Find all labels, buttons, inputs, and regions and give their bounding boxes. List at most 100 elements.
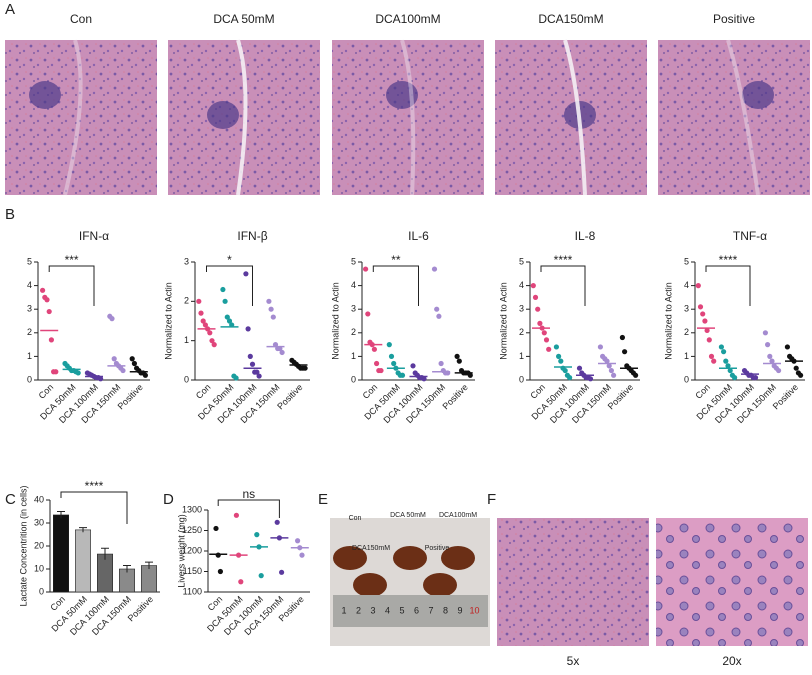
vessel <box>400 39 416 196</box>
histology-image <box>658 40 810 195</box>
data-point <box>238 579 244 585</box>
histology-image <box>5 40 157 195</box>
y-tick-label: 3 <box>684 304 689 314</box>
data-point <box>708 353 715 359</box>
data-point <box>467 372 473 378</box>
y-axis-label: Normalized to Actin <box>330 282 340 360</box>
significance-bracket <box>60 491 128 524</box>
data-point <box>213 525 219 532</box>
data-point <box>266 298 272 304</box>
ruler <box>333 595 488 627</box>
lesion <box>207 101 239 129</box>
y-tick-label: 1 <box>27 351 32 361</box>
data-point <box>98 376 104 382</box>
data-point <box>765 342 771 348</box>
data-point <box>249 361 256 367</box>
data-point <box>438 360 444 367</box>
data-point <box>202 322 208 328</box>
ruler-label: 6 <box>414 605 419 615</box>
data-point <box>556 353 562 359</box>
data-point <box>611 372 617 378</box>
data-point <box>254 369 260 375</box>
photo-label: DCA 50mM <box>390 512 426 519</box>
panel-letter: B <box>5 206 15 223</box>
data-point <box>535 306 541 312</box>
y-axis-label: Normalized to Actin <box>663 282 673 360</box>
data-point <box>454 353 460 359</box>
x-tick-label: Con <box>361 382 380 401</box>
x-tick-label: Con <box>48 594 67 613</box>
data-point <box>597 344 604 350</box>
data-point <box>40 287 46 293</box>
y-axis-label: Lactate Concentrition (in cells) <box>18 485 28 606</box>
data-point <box>619 334 626 341</box>
y-tick-label: 3 <box>519 304 524 314</box>
data-point <box>587 376 594 382</box>
data-point <box>727 367 733 374</box>
data-point <box>215 552 221 558</box>
ruler-label: 4 <box>385 605 390 615</box>
data-point <box>270 314 276 320</box>
data-point <box>256 373 262 379</box>
panel-letter: E <box>318 491 328 508</box>
data-point <box>776 367 782 374</box>
y-tick-label: 40 <box>34 494 44 504</box>
histology-image <box>332 40 484 195</box>
y-tick-label: 2 <box>684 327 689 337</box>
data-point <box>388 353 395 359</box>
y-tick-label: 0 <box>184 374 189 384</box>
significance-label: *** <box>65 253 79 267</box>
histology-image <box>497 518 649 646</box>
data-point <box>576 365 583 371</box>
data-point <box>109 316 115 322</box>
data-point <box>209 338 215 344</box>
data-point <box>721 349 727 355</box>
bar <box>141 565 158 593</box>
significance-bracket <box>705 265 751 306</box>
data-point <box>752 375 759 381</box>
data-point <box>456 358 462 364</box>
panel-letter: D <box>163 491 174 508</box>
photo-label: Con <box>349 515 362 522</box>
significance-bracket <box>206 265 253 306</box>
data-point <box>371 346 377 352</box>
data-point <box>697 304 704 310</box>
significance-bracket <box>48 265 95 306</box>
photo-label: DCA100mM <box>439 512 477 519</box>
y-tick-label: 5 <box>351 256 356 266</box>
liver <box>423 573 457 597</box>
data-point <box>46 308 52 315</box>
y-axis-label: Normalized to Actin <box>498 282 508 360</box>
y-tick-label: 5 <box>519 256 524 266</box>
data-point <box>222 298 228 304</box>
data-point <box>131 360 137 367</box>
chart-title: TNF-α <box>733 229 767 243</box>
chart-title: IL-8 <box>575 229 596 243</box>
data-point <box>200 318 206 324</box>
data-point <box>434 306 440 312</box>
bar <box>52 514 69 593</box>
y-tick-label: 30 <box>34 517 44 527</box>
data-point <box>129 356 135 362</box>
histology-title: Con <box>70 12 92 26</box>
panel-letter: F <box>487 491 496 508</box>
data-point <box>279 349 285 356</box>
data-point <box>537 320 543 326</box>
significance-label: * <box>227 253 232 267</box>
data-point <box>274 519 280 525</box>
data-point <box>436 313 442 319</box>
data-point <box>567 375 573 381</box>
data-point <box>391 360 397 367</box>
y-tick-label: 4 <box>684 280 689 290</box>
y-tick-label: 3 <box>27 304 32 314</box>
data-point <box>769 358 775 364</box>
y-tick-label: 4 <box>27 280 32 290</box>
error-bar <box>101 547 109 560</box>
data-point <box>702 318 708 324</box>
vessel <box>236 39 248 196</box>
data-point <box>75 370 81 376</box>
x-tick-label: Con <box>37 382 56 401</box>
data-point <box>532 294 539 300</box>
liver <box>393 546 427 570</box>
data-point <box>207 330 213 336</box>
